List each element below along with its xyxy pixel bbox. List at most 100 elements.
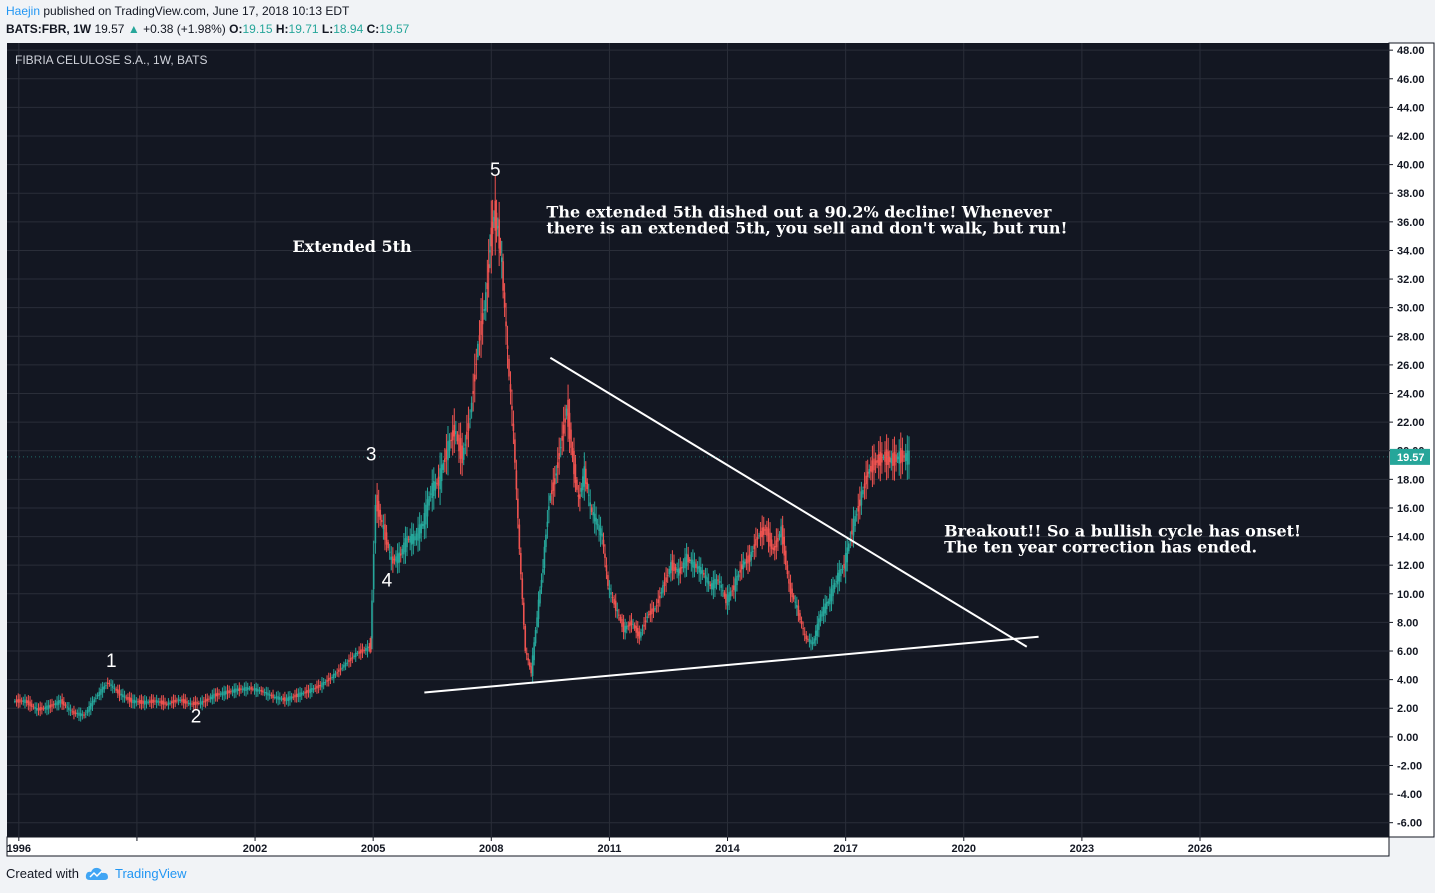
candle-body <box>587 494 590 496</box>
candle-body <box>707 581 710 585</box>
candle-body <box>111 685 114 688</box>
candle-body <box>128 697 131 702</box>
y-tick-label: 30.00 <box>1397 303 1425 315</box>
candle-body <box>682 562 685 569</box>
author-link[interactable]: Haejin <box>6 4 41 18</box>
candle-body <box>537 599 540 620</box>
candle-body <box>508 358 510 377</box>
candle-body <box>840 568 842 577</box>
candle-body <box>376 494 378 512</box>
candle-body <box>429 493 432 495</box>
candle-body <box>679 567 682 574</box>
candle-body <box>110 684 112 686</box>
candle-body <box>464 444 467 446</box>
candle-body <box>633 625 636 629</box>
candle-body <box>418 524 421 539</box>
wave-label-2: 2 <box>191 707 202 728</box>
candle-body <box>770 539 773 549</box>
candle-body <box>903 455 905 458</box>
candle-body <box>629 622 631 627</box>
candle-body <box>604 553 606 559</box>
candle-body <box>186 701 188 704</box>
candle-body <box>324 681 327 683</box>
candle-body <box>176 700 178 702</box>
candle-body <box>165 703 168 705</box>
candle-body <box>475 363 478 365</box>
candle-body <box>545 534 547 547</box>
candle-body <box>490 227 493 247</box>
candle-body <box>359 649 362 654</box>
candle-body <box>558 453 561 460</box>
low-value: 18.94 <box>333 22 364 36</box>
candle-body <box>888 456 891 462</box>
candle-body <box>392 556 394 564</box>
candle-body <box>358 651 360 654</box>
candle-body <box>644 620 647 623</box>
candle-body <box>219 693 222 695</box>
candle-body <box>577 494 580 497</box>
y-tick-label: 10.00 <box>1397 589 1425 601</box>
tradingview-brand: TradingView <box>114 866 187 881</box>
candle-body <box>493 216 495 222</box>
y-tick-label: 6.00 <box>1397 646 1418 658</box>
candle-body <box>882 457 885 459</box>
candle-body <box>208 698 210 700</box>
candle-body <box>88 706 90 712</box>
candle-body <box>439 468 441 490</box>
candle-body <box>30 703 33 707</box>
candle-body <box>469 418 471 420</box>
candle-body <box>177 698 180 702</box>
candle-body <box>329 677 332 680</box>
candle-body <box>421 524 424 527</box>
candle-body <box>68 707 70 710</box>
candle-body <box>437 476 440 486</box>
candle-body <box>248 688 251 690</box>
candle-body <box>636 627 639 637</box>
candle-body <box>524 625 527 652</box>
candle-body <box>662 585 664 593</box>
candle-body <box>753 544 756 550</box>
candle-body <box>343 664 345 668</box>
candle-body <box>159 701 161 703</box>
candle-body <box>257 688 259 692</box>
candle-body <box>415 533 418 541</box>
candle-body <box>181 699 183 702</box>
candle-body <box>718 581 721 583</box>
candle-body <box>775 540 778 548</box>
candle-body <box>895 454 897 462</box>
y-tick-label: 44.00 <box>1397 102 1425 114</box>
candle-body <box>548 506 550 510</box>
candle-body <box>791 588 793 598</box>
candle-body <box>120 693 122 696</box>
candle-body <box>769 532 771 547</box>
wave-label-5: 5 <box>490 160 501 181</box>
candle-body <box>739 569 741 573</box>
candle-body <box>486 283 489 290</box>
candle-body <box>385 532 388 545</box>
candle-body <box>372 554 375 590</box>
candle-body <box>533 642 535 661</box>
tradingview-link[interactable]: TradingView <box>85 866 187 881</box>
candle-body <box>671 560 674 571</box>
candle-body <box>238 687 241 692</box>
candle-body <box>602 539 605 547</box>
candle-body <box>598 525 600 532</box>
candle-body <box>95 697 97 699</box>
candle-body <box>777 537 779 542</box>
candle-body <box>627 625 630 627</box>
candle-body <box>518 524 521 549</box>
candle-body <box>635 625 637 633</box>
candle-body <box>816 623 819 636</box>
candle-body <box>462 447 465 460</box>
candle-body <box>778 534 781 538</box>
candle-body <box>142 700 144 704</box>
candle-body <box>179 699 182 701</box>
candle-body <box>399 553 402 556</box>
candle-body <box>433 481 435 497</box>
candle-body <box>305 690 308 694</box>
candle-body <box>796 605 798 608</box>
candle-body <box>133 699 136 704</box>
candle-body <box>447 441 449 461</box>
candle-body <box>322 681 325 686</box>
